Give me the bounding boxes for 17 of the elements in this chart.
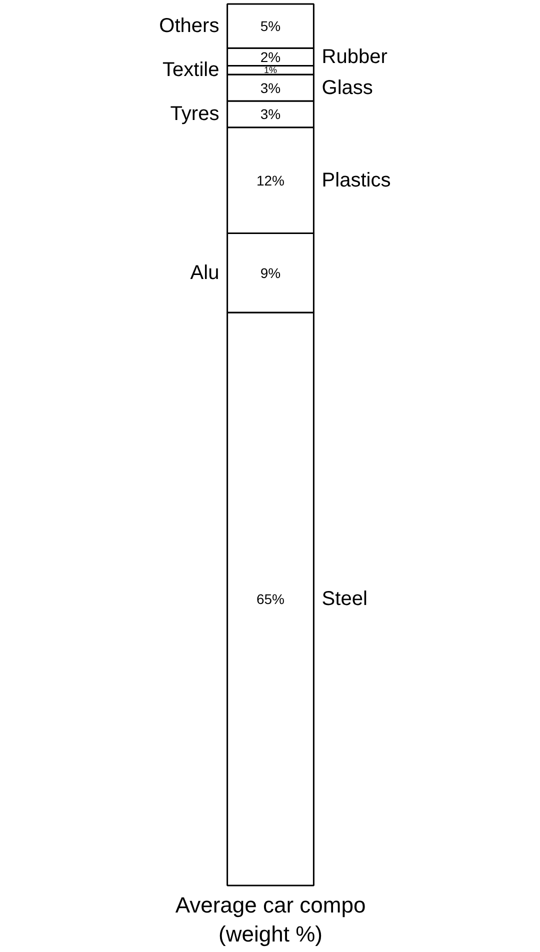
series-label: Glass bbox=[322, 76, 373, 99]
data-label: 9% bbox=[260, 264, 281, 281]
data-label: 2% bbox=[260, 48, 281, 65]
data-label: 1% bbox=[264, 65, 278, 76]
x-axis-title: Average car compo (weight %) bbox=[175, 892, 366, 946]
series-label: Steel bbox=[322, 588, 368, 610]
series-label: Alu bbox=[190, 262, 220, 284]
series-label: Plastics bbox=[322, 169, 391, 192]
series-label: Rubber bbox=[322, 46, 388, 68]
data-label: 3% bbox=[260, 106, 281, 122]
series-label: Textile bbox=[162, 59, 220, 82]
data-label: 5% bbox=[260, 18, 281, 34]
data-label: 12% bbox=[256, 172, 285, 188]
series-label: Others bbox=[159, 15, 220, 38]
data-label: 65% bbox=[256, 591, 285, 608]
series-label: Tyres bbox=[170, 103, 220, 126]
data-label: 3% bbox=[260, 80, 281, 96]
